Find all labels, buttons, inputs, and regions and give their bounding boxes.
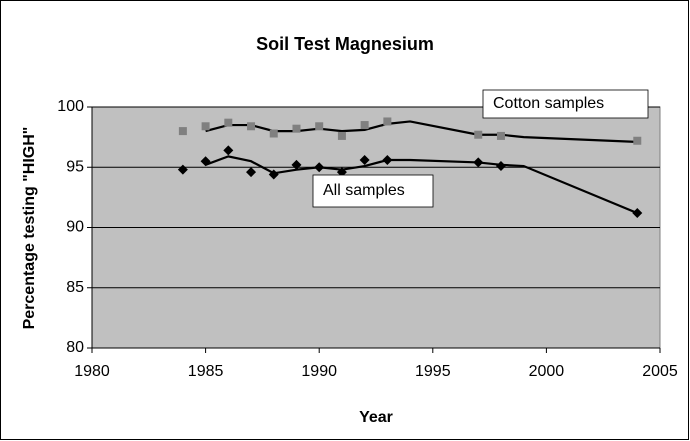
data-point — [178, 127, 187, 136]
data-point — [269, 129, 278, 138]
data-point — [268, 169, 279, 180]
data-point — [291, 159, 302, 170]
data-point — [360, 121, 369, 130]
x-tick-label: 1980 — [74, 363, 110, 380]
y-tick-label: 100 — [57, 98, 84, 115]
series-label: All samples — [323, 182, 405, 199]
x-tick-label: 1985 — [188, 363, 224, 380]
data-point — [382, 155, 393, 166]
data-point — [359, 155, 370, 166]
data-point — [292, 124, 301, 133]
y-tick-label: 85 — [66, 279, 84, 296]
trend-line — [205, 155, 638, 215]
x-tick-label: 2005 — [642, 363, 678, 380]
x-tick-label: 1990 — [301, 363, 337, 380]
data-point — [201, 122, 210, 131]
data-point — [315, 122, 324, 131]
data-point — [473, 157, 484, 168]
data-point — [495, 161, 506, 172]
x-axis-label: Year — [359, 409, 393, 426]
data-point — [336, 167, 347, 178]
data-point — [223, 145, 234, 156]
data-point — [474, 130, 483, 139]
data-point — [200, 156, 211, 167]
y-tick-label: 80 — [66, 339, 84, 356]
data-point — [337, 131, 346, 140]
chart-title: Soil Test Magnesium — [256, 34, 434, 54]
data-point — [496, 131, 505, 140]
series-label: Cotton samples — [493, 95, 604, 112]
data-point — [383, 117, 392, 126]
data-point — [177, 164, 188, 175]
y-tick-label: 90 — [66, 219, 84, 236]
data-point — [632, 208, 643, 219]
data-point — [314, 162, 325, 173]
series-label-box — [482, 89, 649, 119]
x-tick-label: 2000 — [529, 363, 565, 380]
y-tick-label: 95 — [66, 158, 84, 175]
data-point — [224, 118, 233, 127]
y-axis-label: Percentage testing "HIGH" — [21, 127, 38, 330]
series-label-box — [312, 174, 434, 208]
data-point — [246, 167, 257, 178]
data-point — [247, 122, 256, 131]
data-point — [633, 136, 642, 145]
x-tick-label: 1995 — [415, 363, 451, 380]
